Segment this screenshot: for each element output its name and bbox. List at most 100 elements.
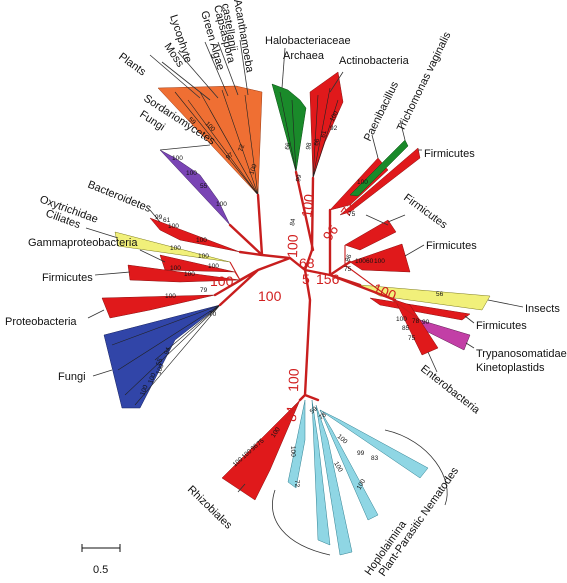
label-nematodes: Plant-Parasitic Nematodes xyxy=(377,465,462,579)
clade-fan-archaea xyxy=(271,83,307,173)
tree-trunk xyxy=(213,170,397,402)
support-minor: 78 xyxy=(318,411,328,421)
support-minor: 98 xyxy=(305,142,313,151)
support-minor: 61 xyxy=(320,130,328,139)
clade-fan-gammaproteobacteria xyxy=(159,254,236,273)
support-minor: 100 xyxy=(198,253,209,260)
label-trichomonas: Trichomonas vaginalis xyxy=(395,30,454,134)
support-minor: 100 xyxy=(170,265,181,272)
support-minor: 100 xyxy=(155,363,165,376)
support-minor: 100 xyxy=(186,170,197,177)
support-minor: 100 xyxy=(170,245,181,252)
label-leaders xyxy=(85,39,524,493)
label-firmicutes-lower: Firmicutes xyxy=(476,320,527,332)
label-kinetoplastids: Kinetoplastids xyxy=(476,362,545,374)
support-minor: 96 xyxy=(250,442,260,452)
support-minor: 78 xyxy=(412,318,420,325)
label-fungi-lower: Fungi xyxy=(58,371,86,383)
support-minor: 100 xyxy=(184,271,195,278)
clade-fan-nematodes-5 xyxy=(319,409,429,479)
label-bacteroidetes: Bacteroidetes xyxy=(86,179,153,216)
support-100-vertical: 100 xyxy=(285,368,302,392)
support-minor: 75 xyxy=(348,211,356,218)
support-minor: 100 xyxy=(216,201,227,208)
clade-fan-firmicutes-left xyxy=(127,264,241,283)
label-firmicutes-mid: Firmicutes xyxy=(401,192,449,232)
support-minor: 100 xyxy=(396,316,407,323)
support-minor: 99 xyxy=(357,450,365,457)
support-minor: 100 xyxy=(332,461,344,474)
support-minor: 72 xyxy=(293,480,300,488)
support-minor: 99 xyxy=(295,174,303,183)
label-actinobacteria: Actinobacteria xyxy=(339,55,410,67)
clade-fan-nematodes-3 xyxy=(315,404,353,556)
label-paenibacillus: Paenibacillus xyxy=(362,79,401,143)
support-minor: 100 xyxy=(139,384,149,397)
clade-fan-nematodes-1 xyxy=(287,399,306,489)
label-enterobacteria: Enterobacteria xyxy=(418,363,482,417)
support-100-left: 100 xyxy=(210,273,234,289)
label-proteobacteria: Proteobacteria xyxy=(5,316,77,328)
clade-fan-firmicutes-lower xyxy=(369,297,471,321)
label-gammaproteobacteria: Gammaproteobacteria xyxy=(28,237,138,249)
label-archaea: Archaea xyxy=(283,50,325,62)
support-minor: 55 xyxy=(200,183,208,190)
clade-fan-actinobacteria xyxy=(309,71,344,179)
clade-fan-paenibacillus xyxy=(329,157,389,211)
clade-fan-proteobacteria xyxy=(101,294,216,319)
clade-fan-bacteroidetes xyxy=(149,217,241,253)
support-5: 5 xyxy=(302,271,310,287)
support-68: 68 xyxy=(299,255,315,271)
clade-fan-fungi xyxy=(103,304,221,409)
label-firmicutes-left: Firmicutes xyxy=(42,272,93,284)
support-minor: 84 xyxy=(289,218,297,227)
scale-bar-label: 0.5 xyxy=(93,564,108,576)
support-100-center: 100 xyxy=(284,234,301,258)
support-minor: 90 xyxy=(422,319,430,326)
scale-bar: 0.5 xyxy=(81,544,121,576)
label-insects: Insects xyxy=(525,303,560,315)
label-trypanosomatidae: Trypanosomatidae xyxy=(476,348,567,360)
label-halobacteriaceae: Halobacteriaceae xyxy=(265,35,351,47)
taxon-labels: Plants Moss Lycophyte Green Algae Capsas… xyxy=(5,0,567,579)
label-firmicutes-top: Firmicutes xyxy=(424,148,475,160)
support-minor: 66 xyxy=(284,142,292,151)
support-minor: 83 xyxy=(371,455,379,462)
support-minor: 100 xyxy=(248,163,258,176)
support-minor: 94 xyxy=(163,346,172,356)
support-minor: 100 xyxy=(196,237,207,244)
support-minor: 92 xyxy=(330,125,338,132)
support-minor: 85 xyxy=(402,325,410,332)
support-minor: 61 xyxy=(163,217,171,224)
support-minor: 100 xyxy=(357,179,368,186)
support-minor: 100 xyxy=(208,263,219,270)
label-firmicutes-right: Firmicutes xyxy=(426,240,477,252)
clade-fan-nematodes-2 xyxy=(311,399,331,546)
clade-fan-rhizobiales xyxy=(221,399,301,501)
support-minor: 100 xyxy=(147,372,157,385)
support-156: 156 xyxy=(316,271,340,287)
support-minor: 55 xyxy=(155,357,164,367)
clade-fan-firmicutes-right xyxy=(349,243,411,273)
clade-fan-firmicutes-top xyxy=(339,147,421,216)
support-84: 84 xyxy=(283,406,300,422)
support-100-lower: 100 xyxy=(258,288,282,304)
support-minor: 79 xyxy=(200,287,208,294)
label-rhizobiales: Rhizobiales xyxy=(185,484,235,532)
support-minor: 100 xyxy=(356,478,368,491)
support-minor: 70 xyxy=(209,311,217,318)
support-minor: 100 xyxy=(172,155,183,162)
support-minor: 100 xyxy=(289,446,296,457)
clade-fan-enterobacteria xyxy=(394,299,439,356)
support-minor: 86 xyxy=(344,253,353,263)
support-minor: 100 xyxy=(374,258,385,265)
support-100-plants-branch: 100 xyxy=(298,193,317,219)
support-minor: 100 xyxy=(329,110,341,123)
clade-fan-sordariomycetes xyxy=(159,149,231,226)
support-minor: 75 xyxy=(344,266,352,273)
support-96: 96 xyxy=(319,222,341,244)
support-minor: 99 xyxy=(155,214,163,221)
support-minor: 75 xyxy=(408,335,416,342)
label-plants: Plants xyxy=(116,51,148,79)
support-minor: 66 xyxy=(313,138,321,147)
